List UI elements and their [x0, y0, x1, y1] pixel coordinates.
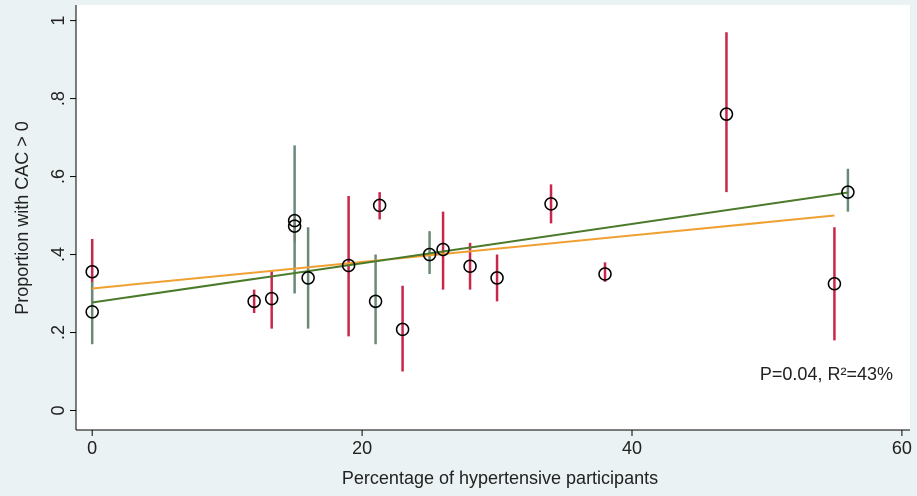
annotation: P=0.04, R²=43%	[760, 364, 893, 384]
point	[841, 185, 855, 199]
point	[490, 271, 504, 285]
x-tick-label: 40	[622, 438, 642, 458]
point	[463, 259, 477, 273]
point	[287, 219, 302, 233]
point	[341, 258, 356, 273]
point	[372, 198, 387, 213]
point	[85, 305, 99, 319]
x-tick-label: 60	[892, 438, 912, 458]
point	[85, 264, 99, 279]
x-tick-label: 20	[352, 438, 372, 458]
y-tick-label: .4	[48, 247, 68, 262]
y-tick-label: .2	[48, 325, 68, 340]
point	[598, 267, 612, 281]
point	[544, 197, 558, 211]
y-tick-label: 0	[48, 405, 68, 415]
fit-line	[92, 191, 849, 304]
y-axis-label: Proportion with CAC > 0	[12, 121, 32, 315]
y-tick-label: 1	[48, 16, 68, 26]
point	[436, 242, 450, 257]
point	[827, 277, 842, 291]
x-tick-label: 0	[87, 438, 97, 458]
point	[719, 107, 734, 121]
point	[287, 213, 302, 228]
x-axis-label: Percentage of hypertensive participants	[342, 468, 658, 488]
point	[422, 247, 437, 262]
point	[247, 294, 261, 309]
y-tick-label: .8	[48, 91, 68, 106]
point	[395, 322, 410, 337]
point	[301, 271, 315, 285]
point	[264, 291, 279, 306]
point	[368, 294, 383, 309]
fit-line	[92, 214, 835, 290]
y-tick-label: .6	[48, 169, 68, 184]
plot-area	[76, 5, 910, 430]
